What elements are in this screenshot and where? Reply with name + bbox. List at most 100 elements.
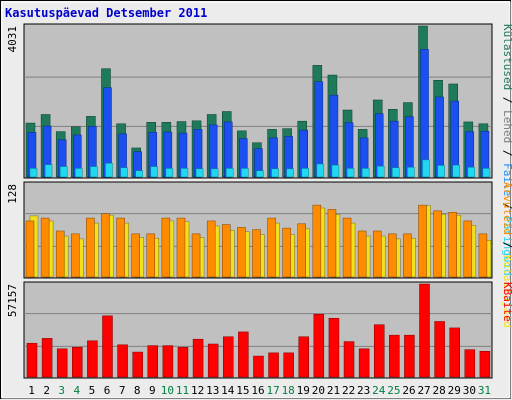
bar-kbytes (223, 336, 234, 378)
bar-kbytes (419, 283, 430, 378)
bar-files (407, 167, 415, 178)
bar-files (120, 167, 128, 178)
bar-files (59, 166, 68, 178)
bar-kbytes (87, 340, 98, 378)
chart-title: Kasutuspäevad Detsember 2011 (5, 6, 207, 20)
bar-visitors (55, 230, 65, 278)
bar-visitors (25, 220, 35, 278)
bar-files (392, 167, 400, 178)
bar-kbytes (283, 352, 294, 378)
bar-files (135, 170, 143, 178)
bar-visitors (448, 212, 457, 278)
x-tick-label: 27 (417, 384, 430, 397)
bar-files (346, 168, 355, 178)
panel-middle-legend: Arvuteid / Külastajaid (501, 182, 512, 328)
bar-kbytes (177, 346, 189, 378)
panel-bottom-legend: KBaite (501, 282, 512, 322)
bar-visitors (478, 233, 488, 278)
legend-entry: Päringuid (501, 216, 512, 276)
bar-visitors (403, 233, 412, 278)
bar-visitors (418, 204, 427, 278)
bar-kbytes (41, 338, 53, 378)
bar-files (256, 170, 264, 178)
x-tick-label: 6 (104, 384, 111, 397)
bar-visitors (282, 227, 291, 278)
bar-files (316, 163, 325, 178)
bar-visitors (40, 217, 50, 278)
x-tick-label: 16 (251, 384, 264, 397)
x-tick-label: 26 (402, 384, 415, 397)
panel-top-ymax-label: 4031 (6, 26, 19, 53)
x-tick-label: 15 (236, 384, 249, 397)
bar-kbytes (56, 348, 68, 378)
bar-kbytes (207, 343, 219, 378)
bar-files (376, 165, 385, 178)
x-tick-label: 22 (342, 384, 355, 397)
bar-files (29, 168, 38, 178)
bar-visitors (71, 233, 80, 278)
bar-kbytes (238, 331, 249, 378)
x-tick-label: 14 (221, 384, 235, 397)
bar-files (271, 168, 279, 178)
legend-entry: Faile (501, 163, 512, 196)
bar-files (452, 164, 460, 178)
bar-kbytes (479, 350, 491, 378)
x-tick-label: 17 (266, 384, 279, 397)
x-tick-label: 7 (119, 384, 126, 397)
legend-entry: Külastajaid (501, 255, 512, 328)
panel-middle-ymax-label: 128 (6, 184, 19, 204)
x-tick-label: 1 (28, 384, 35, 397)
x-tick-label: 3 (58, 384, 65, 397)
legend-separator: / (501, 90, 512, 110)
bar-visitors (297, 223, 306, 278)
bar-visitors (388, 233, 397, 278)
bar-files (467, 167, 476, 178)
bar-visitors (131, 233, 140, 278)
panel-middle: 128 Arvuteid / Külastajaid (6, 181, 512, 328)
bar-kbytes (298, 336, 309, 378)
bar-kbytes (373, 324, 385, 378)
bar-files (90, 166, 98, 178)
bar-visitors (101, 213, 110, 278)
bar-visitors (191, 233, 201, 278)
bar-kbytes (328, 317, 340, 378)
bar-kbytes (268, 352, 279, 378)
bar-visitors (312, 204, 322, 278)
bar-files (241, 168, 249, 178)
panel-bottom: 57157 KBaite (6, 281, 512, 379)
bar-kbytes (434, 321, 445, 378)
bar-kbytes (147, 345, 159, 378)
bar-kbytes (253, 355, 264, 378)
x-tick-label: 2 (43, 384, 50, 397)
bar-kbytes (102, 315, 113, 378)
x-tick-label: 31 (478, 384, 491, 397)
panel-bottom-ymax-label: 57157 (6, 284, 19, 317)
bar-files (75, 168, 83, 178)
bar-visitors (161, 217, 171, 278)
x-tick-label: 8 (134, 384, 141, 397)
bar-visitors (463, 220, 473, 278)
bar-pages (329, 94, 339, 178)
legend-separator: / (501, 235, 512, 255)
bar-kbytes (358, 348, 370, 378)
bar-kbytes (343, 341, 355, 378)
bar-files (44, 164, 53, 178)
bar-files (482, 168, 491, 178)
bar-visitors (86, 217, 95, 278)
bar-visitors (433, 210, 442, 278)
bar-files (195, 168, 204, 178)
legend-separator: / (501, 196, 512, 216)
bar-kbytes (117, 344, 128, 378)
bar-visitors (237, 227, 246, 278)
bar-visitors (222, 224, 231, 278)
bar-files (165, 168, 174, 178)
x-tick-label: 10 (161, 384, 174, 397)
x-tick-label: 29 (448, 384, 461, 397)
bar-pages (314, 81, 324, 178)
bar-files (150, 166, 159, 178)
bar-pages (435, 96, 444, 178)
x-tick-label: 13 (206, 384, 219, 397)
bar-visitors (342, 217, 352, 278)
